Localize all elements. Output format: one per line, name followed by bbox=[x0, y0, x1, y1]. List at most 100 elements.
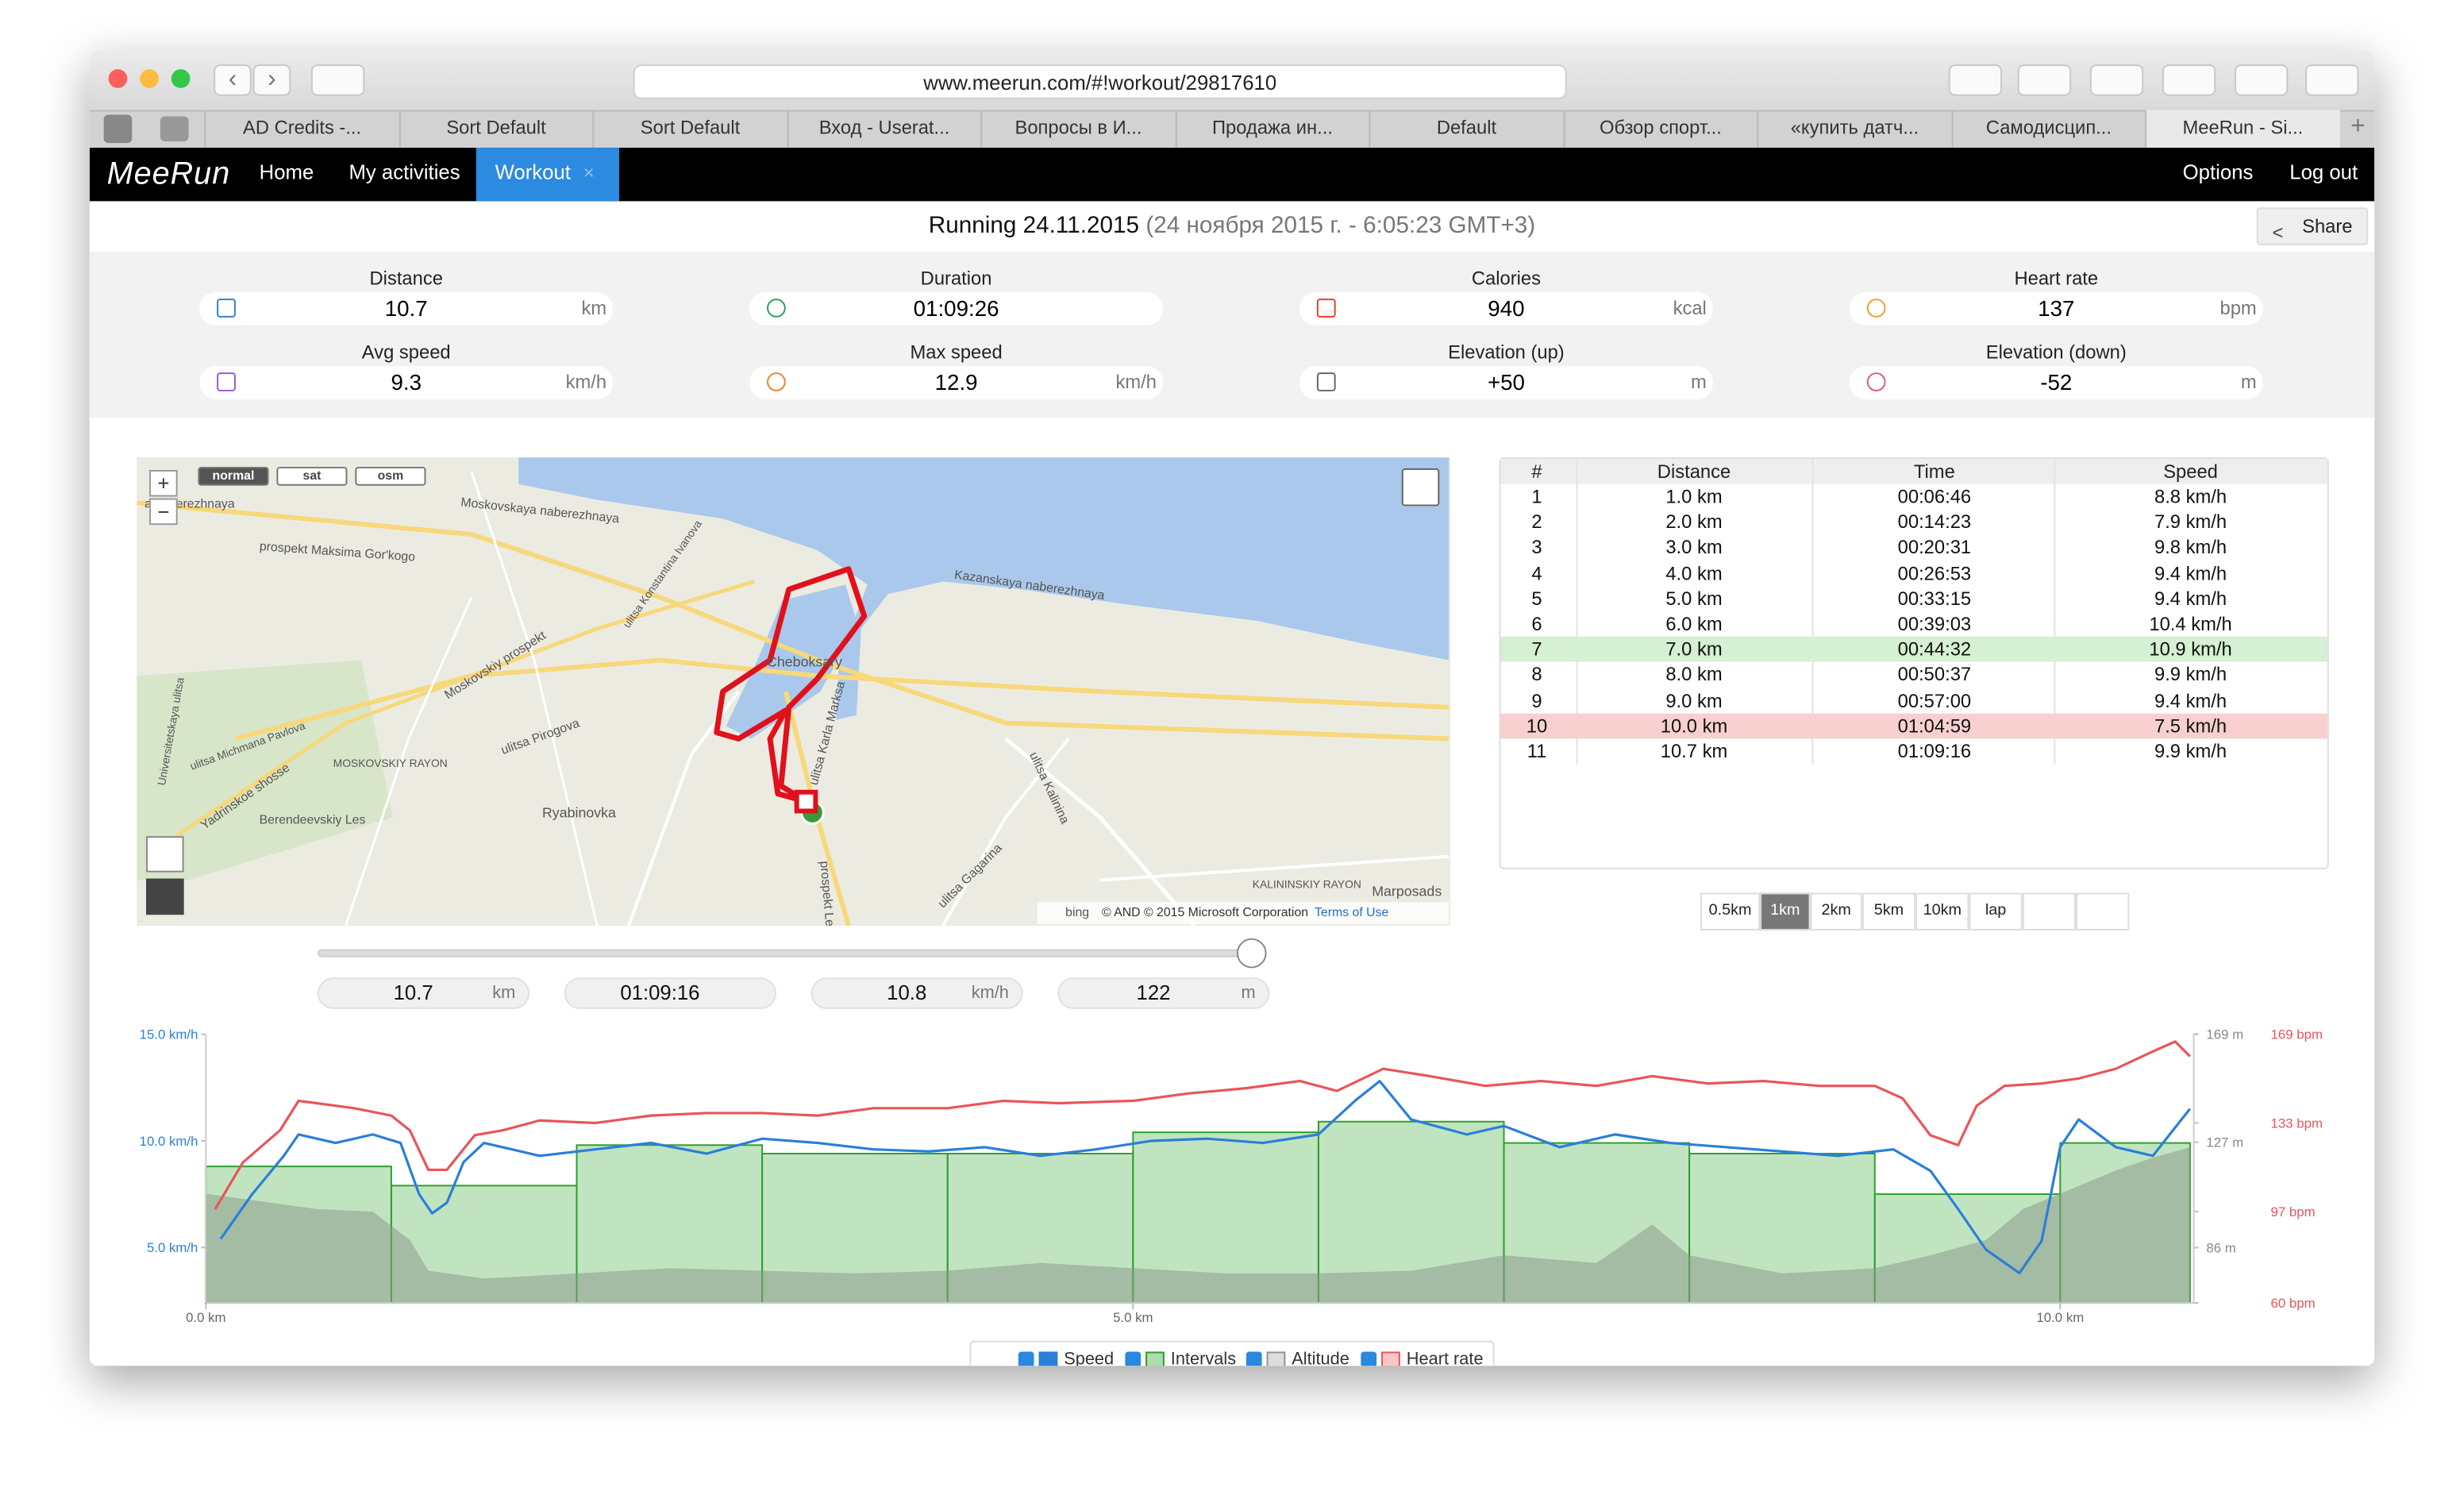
split-icon-button[interactable] bbox=[2076, 892, 2130, 931]
sidebar-button[interactable] bbox=[310, 64, 365, 96]
stat-value: 01:09:26 bbox=[913, 295, 999, 321]
map-zoom[interactable]: − bbox=[149, 498, 178, 526]
title: Running 24.11.2015 bbox=[928, 212, 1140, 239]
toolbar-button[interactable] bbox=[2017, 64, 2072, 96]
y-tick-label: 127 m bbox=[2206, 1135, 2243, 1150]
y-tick-label: 169 m bbox=[2206, 1027, 2243, 1042]
laps-header-cell: Time bbox=[1913, 460, 1955, 483]
stat-icon bbox=[1866, 372, 1886, 391]
map-road bbox=[156, 580, 755, 851]
stat-box: +50 m bbox=[1299, 366, 1713, 399]
legend-label[interactable]: Speed bbox=[1064, 1350, 1115, 1366]
map-mode[interactable]: normal bbox=[198, 466, 269, 486]
nav-item[interactable]: My activities bbox=[348, 160, 460, 184]
legend-label[interactable]: Intervals bbox=[1170, 1350, 1237, 1366]
nav-item[interactable]: Home bbox=[259, 160, 314, 184]
split-button[interactable]: 5km bbox=[1861, 892, 1916, 931]
tab[interactable]: Самодисцип... bbox=[1950, 110, 2145, 148]
slider-knob[interactable] bbox=[1236, 938, 1267, 969]
split-icon-button[interactable] bbox=[2022, 892, 2077, 931]
nav-item[interactable]: Workout × bbox=[475, 148, 619, 202]
stat-label: Heart rate bbox=[2014, 267, 2099, 290]
laps-cell: 7.0 km bbox=[1665, 638, 1723, 661]
window-button[interactable] bbox=[140, 69, 159, 88]
nav-arrow[interactable]: › bbox=[252, 64, 291, 96]
slider-track[interactable] bbox=[317, 949, 1251, 957]
laps-cell: 00:06:46 bbox=[1897, 485, 1972, 508]
split-button[interactable]: 10km bbox=[1915, 892, 1969, 931]
nav-item[interactable]: Log out bbox=[2289, 160, 2358, 184]
toolbar-button[interactable] bbox=[2089, 64, 2144, 96]
stat-value: -52 bbox=[2040, 369, 2073, 395]
tab[interactable]: Обзор спорт... bbox=[1562, 110, 1757, 148]
map-label: KALININSKIY RAYON bbox=[1253, 877, 1361, 890]
map-road bbox=[345, 596, 473, 926]
tab[interactable]: Вопросы в И... bbox=[980, 110, 1174, 148]
address-bar[interactable]: www.meerun.com/#!workout/29817610 bbox=[633, 64, 1567, 99]
legend-label[interactable]: Heart rate bbox=[1406, 1350, 1484, 1366]
tab[interactable]: Sort Default bbox=[592, 110, 786, 148]
stat-icon bbox=[767, 299, 786, 318]
stat-unit: kcal bbox=[1673, 297, 1707, 319]
stat-value: 12.9 bbox=[934, 369, 978, 395]
split-button[interactable]: lap bbox=[1969, 892, 2023, 931]
nav-arrow[interactable]: ‹ bbox=[214, 64, 252, 96]
laps-cell: 10.9 km/h bbox=[2149, 638, 2232, 661]
tab[interactable]: «купить датч... bbox=[1757, 110, 1950, 148]
laps-cell: 00:26:53 bbox=[1897, 561, 1972, 584]
toolbar-button[interactable] bbox=[2162, 64, 2216, 96]
stat-unit: m bbox=[2240, 371, 2257, 393]
map-fullscreen[interactable] bbox=[1401, 468, 1440, 507]
legend-checkbox[interactable] bbox=[1018, 1351, 1034, 1366]
tab[interactable]: AD Credits -... bbox=[204, 110, 398, 148]
split-button[interactable]: 1km bbox=[1760, 892, 1811, 931]
y-tick-label: 5.0 km/h bbox=[147, 1240, 198, 1255]
legend-swatch bbox=[1381, 1351, 1400, 1366]
toolbar-button[interactable] bbox=[2234, 64, 2289, 96]
terms[interactable]: Terms of Use bbox=[1314, 905, 1389, 920]
laps-cell: 5 bbox=[1531, 587, 1542, 610]
pinned-tab[interactable] bbox=[160, 116, 189, 142]
tab[interactable]: MeeRun - Si... bbox=[2145, 110, 2339, 148]
laps-cell: 10.0 km bbox=[1660, 715, 1728, 738]
new-tab[interactable]: + bbox=[2350, 113, 2366, 141]
legend-checkbox[interactable] bbox=[1361, 1351, 1377, 1366]
y-tick-label: 133 bpm bbox=[2271, 1115, 2323, 1131]
laps-cell: 3.0 km bbox=[1665, 536, 1723, 559]
tab[interactable]: Продажа ин... bbox=[1174, 110, 1369, 148]
toolbar-button[interactable] bbox=[2305, 64, 2359, 96]
x-tick-label: 0.0 km bbox=[186, 1310, 225, 1325]
laps-cell: 01:04:59 bbox=[1897, 715, 1972, 738]
laps-cell: 8.0 km bbox=[1665, 664, 1723, 686]
laps-cell: 2 bbox=[1531, 511, 1542, 534]
nav-item[interactable]: Options bbox=[2182, 160, 2254, 184]
split-button[interactable]: 2km bbox=[1810, 892, 1862, 931]
map-mode[interactable]: osm bbox=[355, 466, 426, 486]
map-lake bbox=[726, 584, 858, 739]
laps-cell: 8 bbox=[1531, 664, 1542, 686]
toolbar-button[interactable] bbox=[1948, 64, 2003, 96]
cursor-value: 10.7 bbox=[393, 981, 433, 1004]
laps-cell: 9 bbox=[1531, 689, 1542, 711]
split-button[interactable]: 0.5km bbox=[1700, 892, 1761, 931]
window-button[interactable] bbox=[171, 69, 191, 88]
tab[interactable]: Вход - Userat... bbox=[786, 110, 980, 148]
tab[interactable]: Default bbox=[1369, 110, 1562, 148]
map-tool[interactable] bbox=[146, 878, 184, 915]
logo[interactable]: MeeRun bbox=[106, 156, 231, 192]
legend-checkbox[interactable] bbox=[1125, 1351, 1142, 1366]
laps-cell: 9.4 km/h bbox=[2154, 689, 2227, 711]
tab[interactable]: Sort Default bbox=[398, 110, 592, 148]
map-tool[interactable] bbox=[146, 836, 184, 873]
legend-swatch bbox=[1038, 1351, 1058, 1366]
map-road bbox=[1099, 854, 1450, 882]
pinned-tab[interactable] bbox=[103, 114, 133, 144]
window-button[interactable] bbox=[108, 69, 128, 88]
legend-checkbox[interactable] bbox=[1245, 1351, 1262, 1366]
map-mode[interactable]: sat bbox=[276, 466, 348, 486]
close-tab[interactable]: × bbox=[583, 161, 595, 184]
map-zoom[interactable]: + bbox=[149, 469, 178, 497]
legend-label[interactable]: Altitude bbox=[1292, 1350, 1349, 1366]
map-road bbox=[626, 690, 740, 926]
share-button[interactable]: Share < bbox=[2256, 207, 2369, 245]
